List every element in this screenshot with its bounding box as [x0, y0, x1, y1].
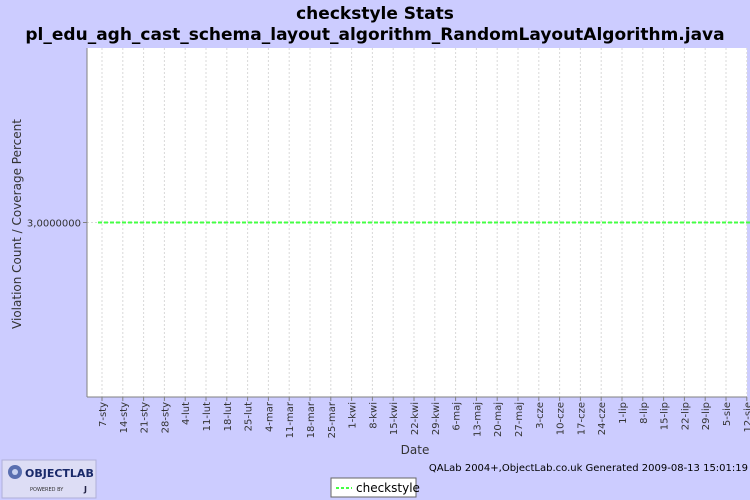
x-tick-label: 17-cze	[576, 402, 587, 435]
x-tick-label: 20-maj	[493, 402, 504, 437]
x-tick-layer: 7-sty 14-sty 21-sty 28-sty 4-lut 11-lut 18-lut…	[98, 397, 750, 438]
x-tick-label: 14-sty	[119, 402, 130, 433]
svg-text:J: J	[83, 485, 87, 494]
x-tick-label: 29-kwi	[431, 402, 442, 435]
x-tick-label: 22-lip	[680, 402, 691, 430]
y-axis-label: Violation Count / Coverage Percent	[10, 119, 24, 329]
x-tick-label: 1-kwi	[348, 402, 359, 429]
x-tick-label: 29-lip	[701, 402, 712, 430]
x-tick-label: 28-sty	[160, 402, 171, 433]
x-tick-label: 18-lut	[223, 402, 234, 431]
x-tick-label: 22-kwi	[410, 402, 421, 435]
x-tick-label: 24-cze	[597, 402, 608, 435]
x-tick-label: 4-mar	[264, 401, 275, 432]
x-tick-label: 10-cze	[556, 402, 567, 435]
legend: checkstyle	[330, 477, 420, 498]
x-tick-label: 18-mar	[306, 401, 317, 438]
x-tick-label: 7-sty	[98, 402, 109, 427]
x-tick-label: 21-sty	[140, 402, 151, 433]
x-tick-label: 1-lip	[618, 402, 629, 424]
x-tick-label: 5-sie	[722, 402, 733, 426]
logo-name: OBJECTLAB	[25, 467, 94, 480]
logo-tagline: POWERED BY	[30, 487, 64, 493]
x-tick-label: 8-kwi	[368, 402, 379, 429]
objectlab-logo: OBJECTLAB POWERED BY J	[1, 459, 97, 499]
x-tick-label: 15-kwi	[389, 402, 400, 435]
x-tick-label: 25-lut	[244, 402, 255, 431]
y-tick-label: 3,0000000	[27, 219, 81, 230]
x-axis-label: Date	[401, 443, 430, 457]
x-tick-label: 4-lut	[181, 402, 192, 425]
chart-title: checkstyle Stats	[296, 4, 454, 24]
x-tick-label: 13-maj	[472, 402, 483, 437]
x-tick-label: 11-lut	[202, 402, 213, 431]
x-tick-label: 27-maj	[514, 402, 525, 437]
x-tick-label: 25-mar	[327, 401, 338, 438]
x-tick-label: 12-sie	[743, 402, 750, 432]
x-tick-label: 3-cze	[535, 402, 546, 429]
footer-credit: QALab 2004+,ObjectLab.co.uk Generated 20…	[429, 463, 748, 474]
x-tick-label: 15-lip	[660, 402, 671, 430]
x-tick-label: 6-maj	[452, 402, 463, 431]
x-tick-label: 8-lip	[639, 402, 650, 424]
x-tick-label: 11-mar	[285, 401, 296, 438]
y-tick-layer: 3,0000000	[27, 219, 87, 230]
legend-item-checkstyle: checkstyle	[356, 481, 420, 495]
chart-subtitle: pl_edu_agh_cast_schema_layout_algorithm_…	[25, 25, 724, 45]
